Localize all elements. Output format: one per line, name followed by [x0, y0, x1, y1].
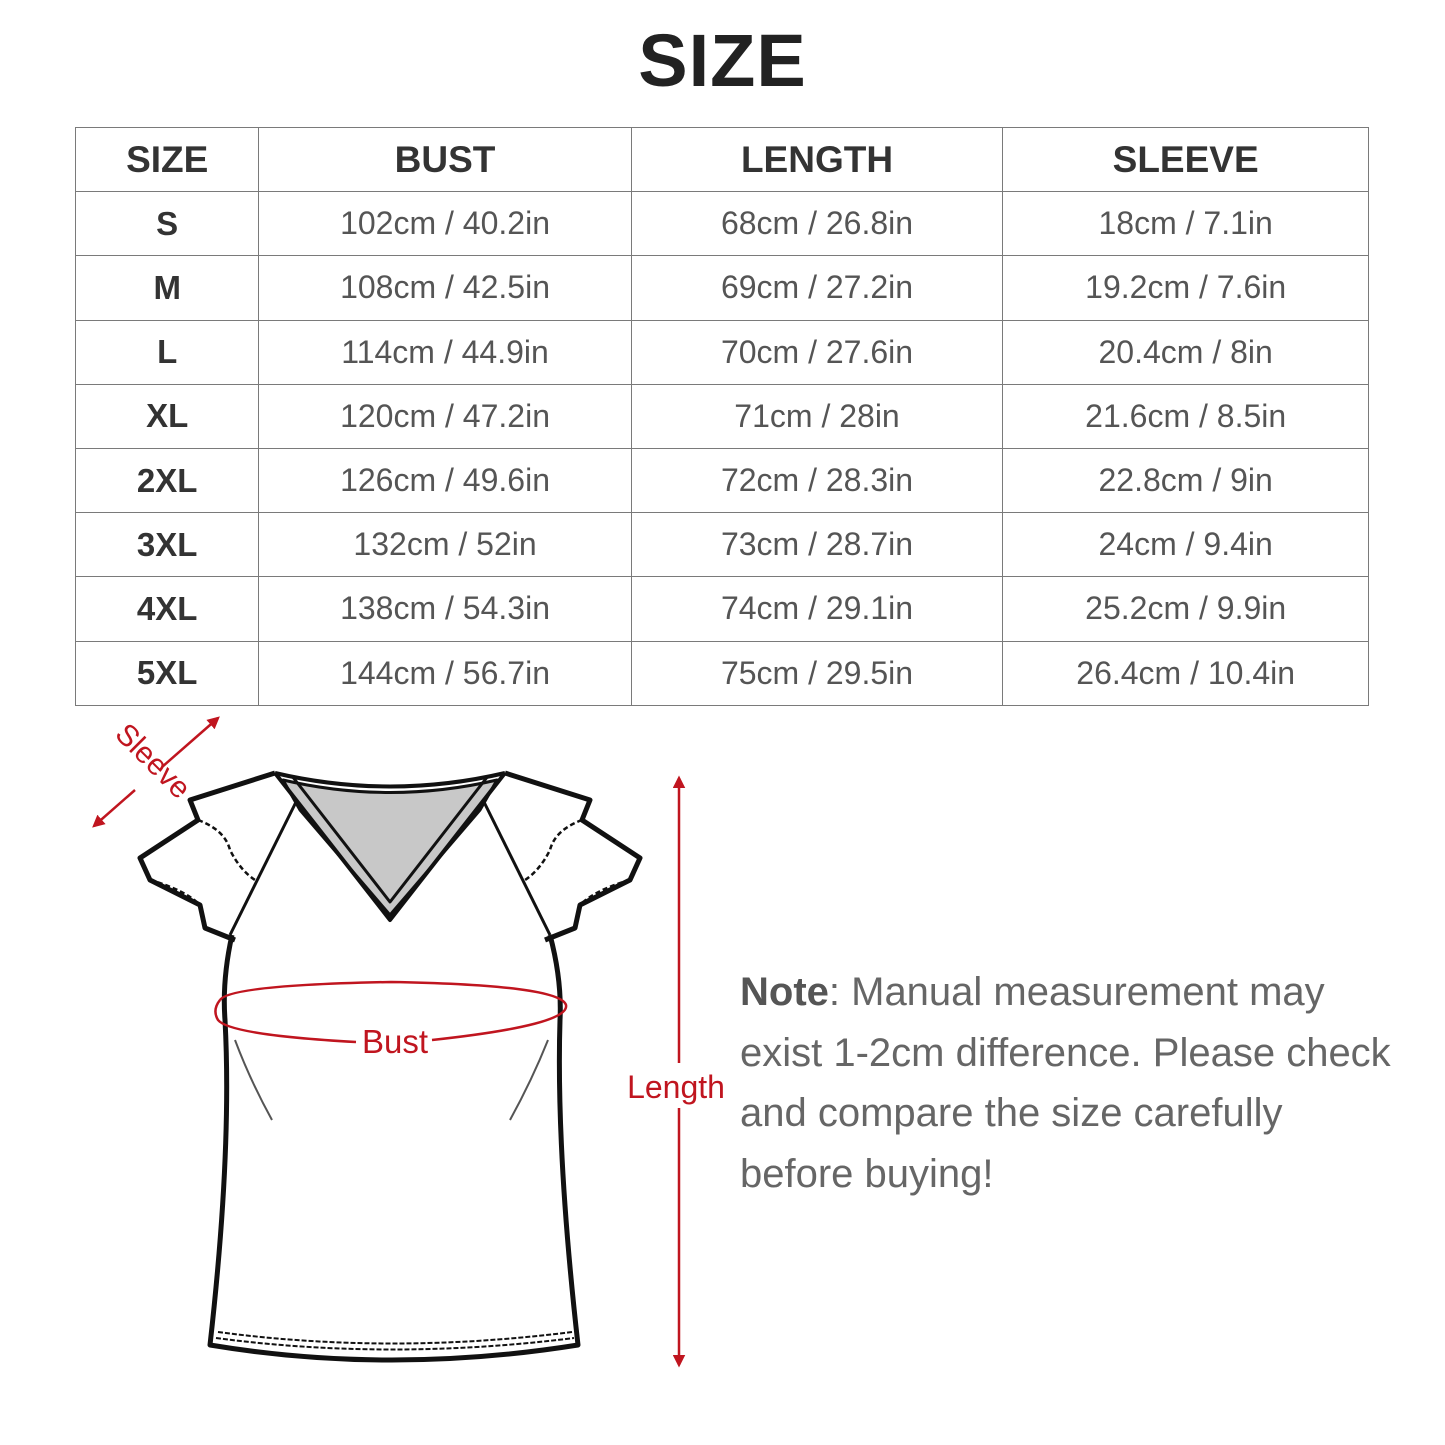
size-table: SIZE BUST LENGTH SLEEVE S 102cm / 40.2in 68cm… — [74, 126, 1369, 706]
measurement-cell: 18cm / 7.1in — [1002, 191, 1369, 257]
table-row: 2XL 126cm / 49.6in 72cm / 28.3in 22.8cm / 9… — [74, 447, 1369, 514]
measurement-cell: 75cm / 29.5in — [630, 640, 1004, 706]
measurement-cell: 108cm / 42.5in — [258, 255, 632, 321]
measurement-cell: 138cm / 54.3in — [258, 576, 632, 642]
size-cell: L — [74, 319, 260, 385]
bust-label: Bust — [362, 1023, 428, 1060]
measurement-cell: 25.2cm / 9.9in — [1002, 576, 1369, 642]
measurement-cell: 26.4cm / 10.4in — [1002, 640, 1369, 706]
measurement-guides — [92, 716, 686, 1368]
size-cell: 4XL — [74, 576, 260, 642]
size-cell: 5XL — [74, 640, 260, 706]
table-row: M 108cm / 42.5in 69cm / 27.2in 19.2cm / 7.6… — [74, 255, 1369, 321]
measurement-cell: 126cm / 49.6in — [258, 447, 632, 514]
measurement-cell: 71cm / 28in — [630, 383, 1004, 449]
table-row: L 114cm / 44.9in 70cm / 27.6in 20.4cm / 8in — [74, 319, 1369, 385]
shirt-outline — [137, 770, 643, 1363]
measurement-cell: 102cm / 40.2in — [258, 191, 632, 257]
table-row: 4XL 138cm / 54.3in 74cm / 29.1in 25.2cm / 9… — [74, 576, 1369, 642]
column-header-sleeve: SLEEVE — [1002, 126, 1369, 193]
measurement-cell: 19.2cm / 7.6in — [1002, 255, 1369, 321]
measurement-cell: 144cm / 56.7in — [258, 640, 632, 706]
measurement-cell: 68cm / 26.8in — [630, 191, 1004, 257]
measurement-cell: 120cm / 47.2in — [258, 383, 632, 449]
measurement-cell: 74cm / 29.1in — [630, 576, 1004, 642]
measurement-cell: 69cm / 27.2in — [630, 255, 1004, 321]
column-header-size: SIZE — [74, 126, 260, 193]
table-row: 5XL 144cm / 56.7in 75cm / 29.5in 26.4cm / 1… — [74, 640, 1369, 706]
column-header-length: LENGTH — [630, 126, 1004, 193]
size-cell: 3XL — [74, 512, 260, 578]
measurement-cell: 22.8cm / 9in — [1002, 447, 1369, 514]
note-text: Note: Manual measurement may exist 1-2cm… — [740, 962, 1400, 1204]
length-label: Length — [627, 1069, 725, 1105]
table-row: 3XL 132cm / 52in 73cm / 28.7in 24cm / 9.4in — [74, 512, 1369, 578]
measurement-cell: 73cm / 28.7in — [630, 512, 1004, 578]
note-body: : Manual measurement may exist 1-2cm dif… — [740, 970, 1391, 1196]
measurement-cell: 20.4cm / 8in — [1002, 319, 1369, 385]
sleeve-label: Sleeve — [109, 717, 197, 805]
table-row: S 102cm / 40.2in 68cm / 26.8in 18cm / 7.1in — [74, 191, 1369, 257]
size-cell: XL — [74, 383, 260, 449]
table-row: XL 120cm / 47.2in 71cm / 28in 21.6cm / 8.5i… — [74, 383, 1369, 449]
measurement-cell: 70cm / 27.6in — [630, 319, 1004, 385]
size-cell: S — [74, 191, 260, 257]
measurement-cell: 72cm / 28.3in — [630, 447, 1004, 514]
measurement-cell: 21.6cm / 8.5in — [1002, 383, 1369, 449]
measurement-cell: 132cm / 52in — [258, 512, 632, 578]
measurement-cell: 24cm / 9.4in — [1002, 512, 1369, 578]
measurement-cell: 114cm / 44.9in — [258, 319, 632, 385]
note-label: Note — [740, 970, 829, 1014]
page-title: SIZE — [638, 19, 807, 102]
